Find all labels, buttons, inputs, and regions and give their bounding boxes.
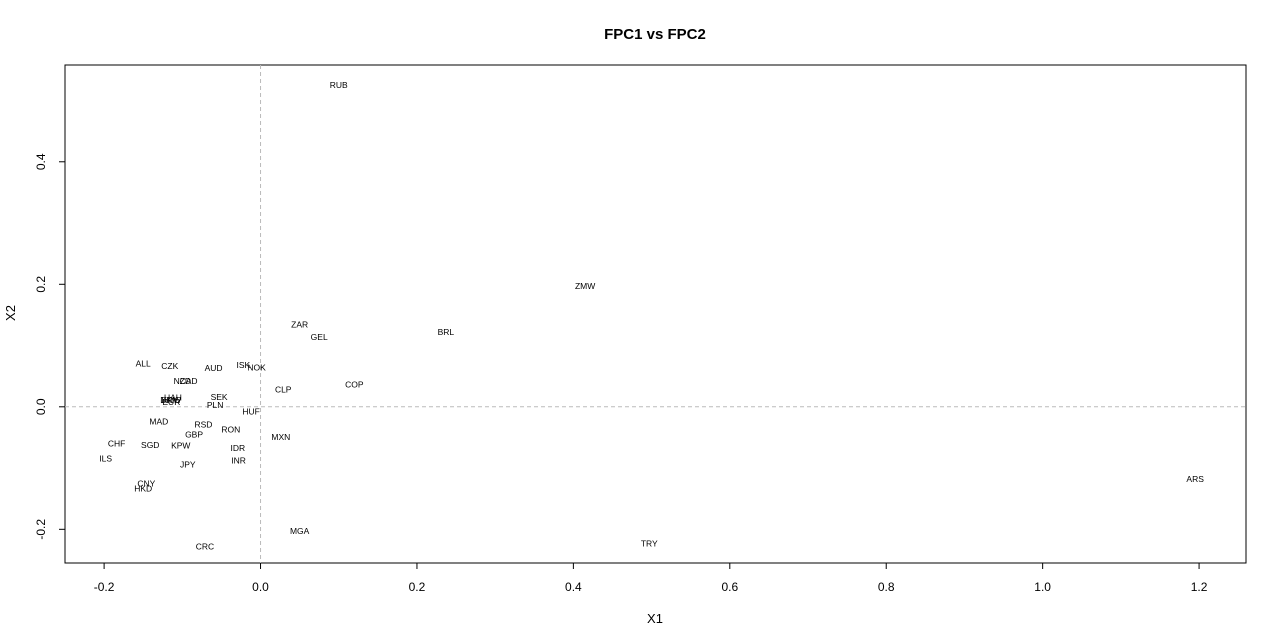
x-tick-label: 0.2 [409,580,426,594]
x-axis: -0.2 0.0 0.2 0.4 0.6 0.8 1.0 1.2 [94,563,1208,594]
point-label-all: ALL [136,358,151,368]
x-tick-label: -0.2 [94,580,115,594]
point-label-czk: CZK [161,361,178,371]
point-label-zar: ZAR [291,320,308,330]
point-label-uah: UAH [164,393,182,403]
point-label-ron: RON [221,424,240,434]
point-label-zmw: ZMW [575,281,595,291]
y-tick-label: 0.2 [34,276,48,293]
point-label-inr: INR [231,456,246,466]
point-label-krw: KRW [162,395,182,405]
x-tick-label: 0.4 [565,580,582,594]
point-label-ars: ARS [1186,474,1204,484]
x-tick-label: 1.0 [1034,580,1051,594]
point-label-rsd: RSD [194,420,212,430]
point-label-huf: HUF [242,407,259,417]
y-tick-label: -0.2 [34,519,48,540]
point-label-jpy: JPY [180,459,196,469]
point-label-aud: AUD [205,363,223,373]
point-label-crc: CRC [196,541,214,551]
point-label-cop: COP [345,380,364,390]
point-label-mga: MGA [290,526,310,536]
y-tick-label: 0.4 [34,153,48,170]
point-label-chf: CHF [108,439,125,449]
x-tick-label: 0.8 [878,580,895,594]
point-label-hkd: HKD [134,483,152,493]
point-label-clp: CLP [275,385,292,395]
point-label-idr: IDR [231,443,246,453]
point-label-cny: CNY [137,478,155,488]
point-label-isk: ISK [236,360,250,370]
point-label-sgd: SGD [141,440,159,450]
point-label-gel: GEL [311,332,328,342]
point-label-cad: CAD [180,376,198,386]
point-label-kpw: KPW [171,440,190,450]
point-label-brl: BRL [438,327,455,337]
y-axis-label: X2 [3,305,18,321]
point-label-rub: RUB [330,80,348,90]
point-label-dkk: DKK [160,395,178,405]
chart-title: FPC1 vs FPC2 [604,26,706,43]
plot-frame [64,64,1247,564]
point-label-gbp: GBP [185,429,203,439]
point-label-try: TRY [641,538,658,548]
x-tick-label: 1.2 [1191,580,1208,594]
x-axis-label: X1 [647,611,663,626]
x-tick-label: 0.0 [252,580,269,594]
point-label-pln: PLN [207,400,224,410]
point-label-nzd: NZD [174,376,191,386]
y-axis: -0.2 0.0 0.2 0.4 [34,153,65,540]
point-label-mad: MAD [149,417,168,427]
point-label-ils: ILS [99,453,112,463]
y-tick-label: 0.0 [34,398,48,415]
point-label-nok: NOK [247,363,266,373]
point-label-sek: SEK [211,392,228,402]
x-tick-label: 0.6 [721,580,738,594]
point-label-eur: EUR [162,397,180,407]
point-label-mxn: MXN [271,432,290,442]
